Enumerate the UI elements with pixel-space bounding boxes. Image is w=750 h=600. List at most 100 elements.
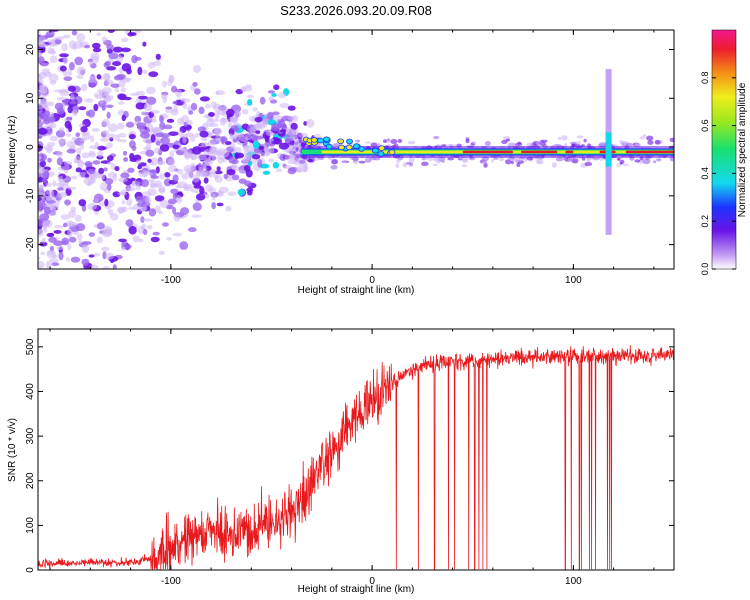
- spectrogram-blob: [163, 178, 172, 187]
- spectrogram-blob: [68, 236, 77, 243]
- spectrogram-blob: [239, 136, 249, 142]
- spectrogram-blob: [39, 241, 48, 247]
- spectrogram-blob: [56, 96, 66, 101]
- spectrogram-blob: [179, 133, 189, 138]
- spectrogram-faint-dot: [526, 142, 534, 147]
- spectrogram-blob: [215, 90, 226, 96]
- spectrogram-faint-dot: [536, 157, 540, 162]
- spectrogram-blob: [60, 214, 71, 220]
- spectrogram-blob: [155, 132, 165, 138]
- spectrogram-blob: [46, 195, 53, 202]
- spectrogram-faint-dot: [472, 141, 476, 145]
- spectrogram-blob: [193, 88, 201, 95]
- spectrogram-blob: [81, 244, 90, 253]
- spectrogram-blob: [121, 114, 127, 122]
- spectrogram-blob: [71, 30, 78, 36]
- spectrogram-blob: [158, 185, 166, 194]
- spectrogram-blob: [140, 216, 145, 223]
- spectrogram-faint-dot: [639, 136, 646, 140]
- spectrogram-blob: [70, 175, 78, 180]
- spectrogram-blob: [164, 172, 171, 178]
- spectrogram-blob: [42, 222, 47, 230]
- spectrogram-blob: [71, 136, 78, 141]
- spectrogram-blob: [56, 246, 64, 251]
- spectrogram-blob: [254, 135, 264, 140]
- spectrogram-blob: [148, 208, 157, 217]
- spectrogram-blob: [66, 140, 76, 149]
- spectrogram-blob: [211, 149, 221, 156]
- spectrogram-blob: [96, 236, 103, 244]
- spectrogram-blob: [65, 257, 70, 262]
- spectrogram-faint-dot: [484, 141, 491, 146]
- spectrogram-blob: [106, 161, 113, 166]
- spectrogram-blob: [267, 90, 276, 94]
- spectrogram-blob: [180, 98, 191, 103]
- spectrogram-blob: [229, 133, 234, 140]
- spectrogram-faint-dot: [634, 159, 641, 163]
- spectrogram-blob: [107, 30, 116, 34]
- spectrogram-blob: [268, 96, 274, 102]
- spectrogram-blob: [135, 159, 142, 165]
- colorbar-gradient: [711, 29, 737, 270]
- spectrogram-faint-dot: [395, 162, 400, 169]
- spectrogram-blob: [45, 189, 55, 196]
- spectrogram-faint-dot: [288, 155, 297, 161]
- band-knot: [338, 144, 345, 151]
- spectrogram-blob: [105, 104, 114, 108]
- spectrogram-blob: [105, 66, 117, 71]
- spectrogram-blob: [112, 174, 118, 182]
- spectrogram-faint-dot: [523, 158, 528, 162]
- spectrogram-blob: [93, 103, 99, 112]
- snr-x-tick-label: -100: [161, 576, 181, 587]
- spectrogram-blob: [175, 88, 183, 98]
- spectrogram-faint-dot: [555, 157, 564, 162]
- spectrogram-blob: [277, 92, 287, 99]
- spectrogram-blob: [74, 56, 84, 66]
- spectrogram-blob: [43, 124, 54, 130]
- spectrogram-blob: [146, 123, 154, 131]
- spectrogram-blob: [52, 180, 57, 187]
- spectrogram-blob: [159, 200, 169, 209]
- spectrogram-blob: [106, 142, 113, 149]
- band-knot: [337, 138, 345, 145]
- spectrogram-faint-dot: [538, 141, 543, 145]
- spectrogram-blob: [295, 165, 303, 173]
- spectrogram-blob: [205, 119, 214, 127]
- spectrogram-blob: [146, 225, 153, 230]
- spectrogram-blob: [93, 252, 101, 257]
- spectrogram-blob: [84, 44, 91, 49]
- spectrogram-faint-dot: [586, 158, 591, 163]
- spectrogram-blob: [287, 105, 296, 111]
- spectrogram-blob: [183, 151, 192, 158]
- spectrogram-blob: [273, 138, 283, 145]
- spectrogram-blob: [122, 150, 128, 156]
- spectrogram-blob: [258, 112, 264, 119]
- spectrogram-blob: [76, 33, 86, 42]
- spectrogram-blob: [211, 193, 216, 201]
- spectrogram-faint-dot: [626, 142, 633, 147]
- spectrogram-faint-dot: [390, 138, 398, 145]
- spectrogram-blob: [251, 154, 261, 160]
- spectrogram-blob: [150, 175, 159, 180]
- spectrogram-blob: [290, 122, 298, 131]
- spectrogram-blob: [211, 202, 216, 210]
- spectrogram-faint-dot: [561, 135, 568, 141]
- spectrogram-blob: [136, 202, 146, 207]
- spectrogram-blob: [104, 178, 114, 185]
- spectrogram-blob: [145, 142, 152, 151]
- spectrogram-blob: [134, 115, 142, 123]
- spectrogram-blob: [88, 274, 95, 278]
- band-knot: [371, 147, 379, 154]
- spectrogram-blob: [36, 272, 45, 280]
- snr-y-label: SNR (10 * v/v): [7, 418, 18, 482]
- spectrogram-blob: [40, 86, 48, 94]
- spectrogram-blob: [38, 127, 48, 135]
- spectrogram-faint-dot: [583, 138, 587, 143]
- spectrogram-blob: [38, 36, 46, 44]
- spectrogram-blob: [112, 191, 121, 198]
- band-knot: [310, 137, 318, 143]
- spectrogram-blob: [85, 110, 91, 117]
- spectrogram-blob: [38, 191, 44, 197]
- spectrogram-blob: [62, 165, 70, 171]
- spectrogram-blob: [104, 73, 110, 82]
